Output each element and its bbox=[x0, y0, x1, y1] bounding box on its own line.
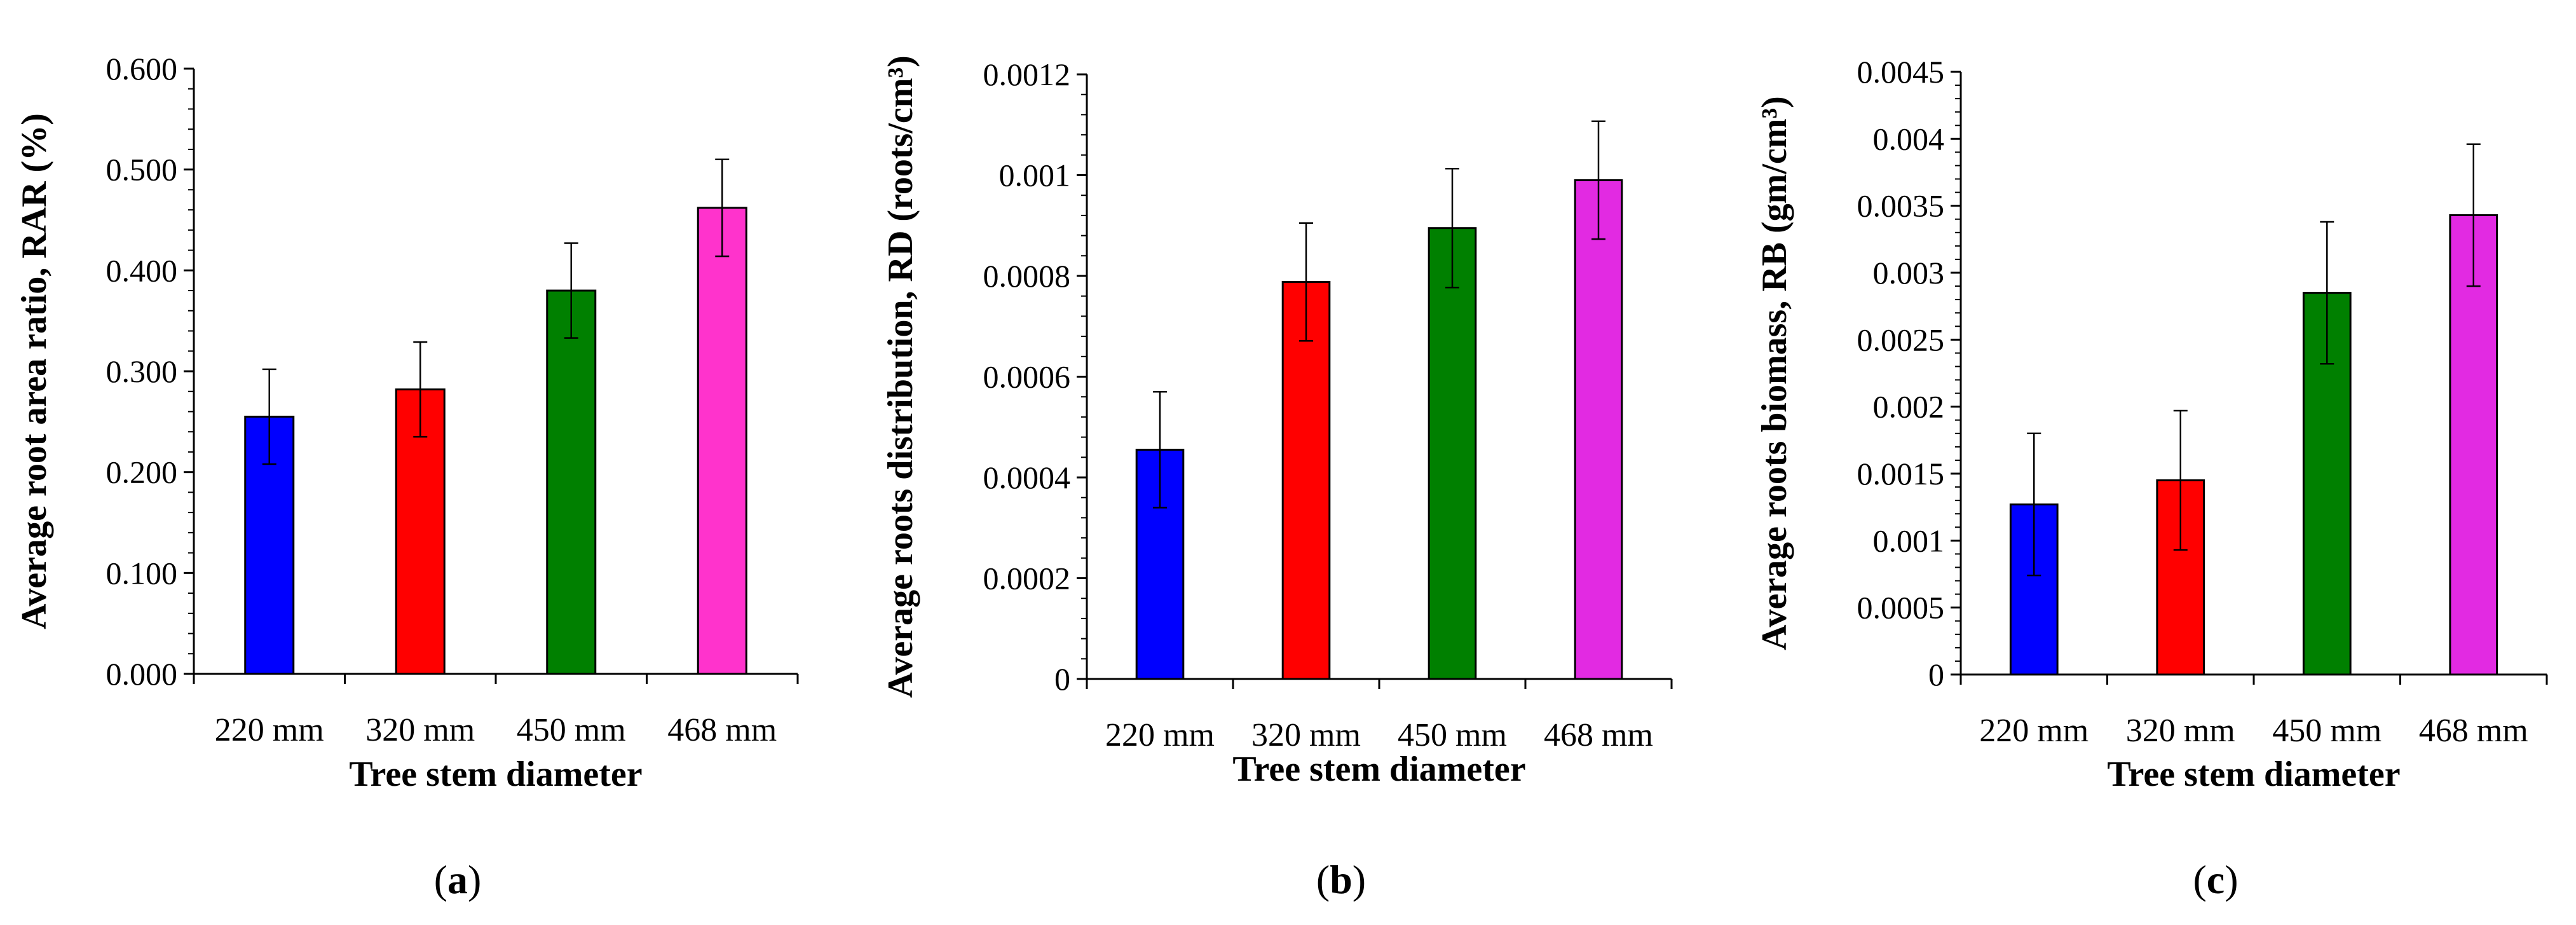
y-tick-label: 0.300 bbox=[106, 353, 178, 389]
x-tick-label: 450 mm bbox=[2272, 713, 2382, 749]
panel-label: (a) bbox=[434, 857, 482, 902]
y-tick-label: 0.200 bbox=[106, 455, 178, 490]
y-tick-label: 0.004 bbox=[1873, 121, 1945, 156]
x-axis-title: Tree stem diameter bbox=[1232, 750, 1525, 789]
x-tick-label: 320 mm bbox=[1251, 717, 1361, 753]
y-tick-label: 0 bbox=[1054, 661, 1070, 697]
x-tick-label: 468 mm bbox=[667, 712, 777, 748]
y-axis-title: Average roots distribution, RD (roots/cm… bbox=[881, 55, 920, 698]
y-tick-label: 0.100 bbox=[106, 555, 178, 591]
y-tick-label: 0.001 bbox=[1873, 523, 1945, 558]
x-tick-label: 320 mm bbox=[365, 712, 475, 748]
y-tick-label: 0.400 bbox=[106, 252, 178, 288]
y-tick-label: 0.0035 bbox=[1857, 188, 1945, 224]
y-tick-label: 0.0006 bbox=[983, 359, 1071, 395]
y-tick-label: 0.0002 bbox=[983, 561, 1071, 596]
y-axis-title: Average root area ratio, RAR (%) bbox=[15, 113, 54, 629]
bar-468-mm bbox=[697, 207, 747, 675]
y-tick-label: 0.0015 bbox=[1857, 456, 1945, 491]
x-tick-label: 320 mm bbox=[2126, 713, 2235, 749]
y-tick-label: 0.001 bbox=[999, 158, 1071, 193]
y-tick-label: 0.0025 bbox=[1857, 322, 1945, 357]
x-tick-label: 220 mm bbox=[215, 712, 324, 748]
x-tick-label: 468 mm bbox=[1544, 717, 1653, 753]
y-tick-label: 0.600 bbox=[106, 51, 178, 86]
y-tick-label: 0.0012 bbox=[983, 57, 1071, 92]
y-tick-label: 0.500 bbox=[106, 152, 178, 188]
panel-label: (b) bbox=[1316, 857, 1366, 902]
y-tick-label: 0.0005 bbox=[1857, 590, 1945, 626]
x-axis-title: Tree stem diameter bbox=[349, 755, 642, 794]
y-axis-title: Average roots biomass, RB (gm/cm³) bbox=[1755, 96, 1794, 650]
y-tick-label: 0.003 bbox=[1873, 255, 1945, 291]
x-tick-label: 220 mm bbox=[1979, 713, 2089, 749]
bar-450-mm bbox=[546, 289, 597, 675]
bar-468-mm bbox=[1574, 179, 1623, 680]
y-tick-label: 0.0008 bbox=[983, 258, 1071, 294]
y-tick-label: 0 bbox=[1928, 657, 1944, 692]
y-tick-label: 0.000 bbox=[106, 656, 178, 692]
y-tick-label: 0.0045 bbox=[1857, 54, 1945, 90]
x-tick-label: 450 mm bbox=[1398, 717, 1507, 753]
x-tick-label: 468 mm bbox=[2419, 713, 2528, 749]
bar-450-mm bbox=[1428, 227, 1477, 680]
panel-label: (c) bbox=[2193, 857, 2238, 902]
x-tick-label: 220 mm bbox=[1105, 717, 1215, 753]
x-tick-label: 450 mm bbox=[517, 712, 626, 748]
y-tick-label: 0.002 bbox=[1873, 389, 1945, 425]
y-tick-label: 0.0004 bbox=[983, 460, 1071, 495]
chart-panel-c: 0 0.0005 0.001 0.0015 0.002 0.0025 0.003 0.0035… bbox=[1755, 54, 2548, 902]
x-axis-title: Tree stem diameter bbox=[2107, 755, 2400, 794]
chart-panel-a: 0.000 0.100 0.200 0.300 0.400 0.500 0.600 220 m… bbox=[15, 51, 799, 902]
chart-panel-b: 0 0.0002 0.0004 0.0006 0.0008 0.001 0.0012 220 … bbox=[881, 55, 1673, 902]
